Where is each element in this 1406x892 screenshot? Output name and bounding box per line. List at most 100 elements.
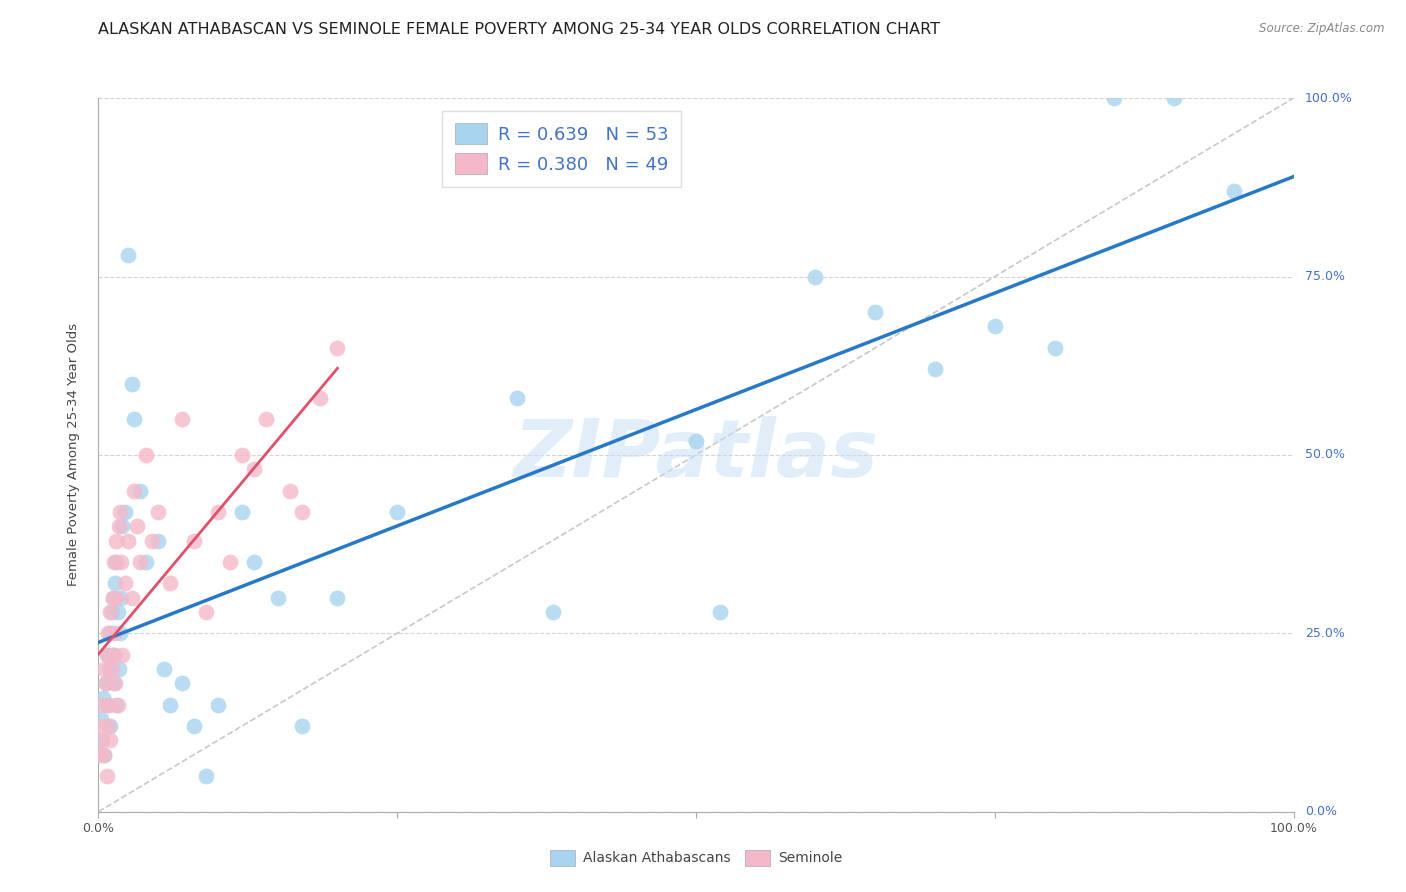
Point [107, 662, 129, 676]
Text: 0.0%: 0.0% [1305, 805, 1337, 818]
Point [709, 605, 731, 619]
Point [243, 555, 266, 569]
Point [108, 505, 131, 519]
Point [100, 605, 122, 619]
Point [104, 576, 127, 591]
Point [121, 591, 143, 605]
Point [153, 662, 176, 676]
Point [97, 719, 120, 733]
Point [105, 533, 128, 548]
Point [121, 376, 143, 391]
Text: ZIPatlas: ZIPatlas [513, 416, 879, 494]
Point [194, 605, 217, 619]
Point [983, 319, 1005, 334]
Point [183, 533, 205, 548]
Text: 25.0%: 25.0% [1305, 627, 1344, 640]
Point [129, 483, 152, 498]
Point [183, 719, 205, 733]
Point [96, 698, 118, 712]
Point [93, 747, 115, 762]
Text: ALASKAN ATHABASCAN VS SEMINOLE FEMALE POVERTY AMONG 25-34 YEAR OLDS CORRELATION : ALASKAN ATHABASCAN VS SEMINOLE FEMALE PO… [98, 22, 941, 37]
Point [172, 676, 194, 690]
Point [219, 555, 242, 569]
Point [506, 391, 529, 405]
Point [110, 555, 132, 569]
Point [243, 462, 266, 476]
Point [98, 662, 121, 676]
Point [96, 769, 118, 783]
Point [98, 719, 122, 733]
Point [107, 698, 129, 712]
Point [114, 505, 136, 519]
Text: 75.0%: 75.0% [1305, 270, 1344, 283]
Text: Source: ZipAtlas.com: Source: ZipAtlas.com [1260, 22, 1385, 36]
Point [135, 555, 157, 569]
Point [93, 662, 115, 676]
Point [159, 576, 181, 591]
Point [103, 676, 125, 690]
Point [117, 248, 139, 262]
Point [103, 626, 125, 640]
Point [108, 626, 131, 640]
Point [104, 676, 127, 690]
Point [93, 747, 115, 762]
Point [308, 391, 330, 405]
Point [125, 519, 148, 533]
Point [101, 591, 124, 605]
Point [172, 412, 194, 426]
Point [194, 769, 217, 783]
Text: 100.0%: 100.0% [1305, 92, 1353, 104]
Point [103, 648, 125, 662]
Point [267, 591, 290, 605]
Point [685, 434, 707, 448]
Point [326, 591, 349, 605]
Point [326, 341, 349, 355]
Point [254, 412, 277, 426]
Point [103, 555, 125, 569]
Point [863, 305, 886, 319]
Point [231, 505, 253, 519]
Point [290, 505, 312, 519]
Point [98, 626, 122, 640]
Point [105, 591, 128, 605]
Point [135, 448, 157, 462]
Point [804, 269, 827, 284]
Point [91, 698, 114, 712]
Point [94, 676, 117, 690]
Point [98, 733, 122, 747]
Point [141, 533, 163, 548]
Point [98, 605, 122, 619]
Point [124, 412, 146, 426]
Point [541, 605, 564, 619]
Point [111, 519, 134, 533]
Point [148, 533, 170, 548]
Point [107, 519, 129, 533]
Point [207, 505, 229, 519]
Point [97, 626, 120, 640]
Point [1163, 91, 1185, 105]
Point [148, 505, 170, 519]
Point [91, 733, 114, 747]
Point [90, 712, 112, 726]
Point [1102, 91, 1125, 105]
Point [278, 483, 301, 498]
Point [231, 448, 253, 462]
Point [100, 662, 122, 676]
Point [90, 719, 112, 733]
Point [94, 676, 117, 690]
Point [207, 698, 229, 712]
Point [117, 533, 139, 548]
Point [129, 555, 152, 569]
Text: 50.0%: 50.0% [1305, 449, 1344, 461]
Point [107, 605, 129, 619]
Point [91, 690, 114, 705]
Point [110, 591, 132, 605]
Point [98, 698, 121, 712]
Point [159, 698, 181, 712]
Point [114, 576, 136, 591]
Point [91, 733, 114, 747]
Point [924, 362, 946, 376]
Point [96, 648, 118, 662]
Point [111, 648, 134, 662]
Point [124, 483, 146, 498]
